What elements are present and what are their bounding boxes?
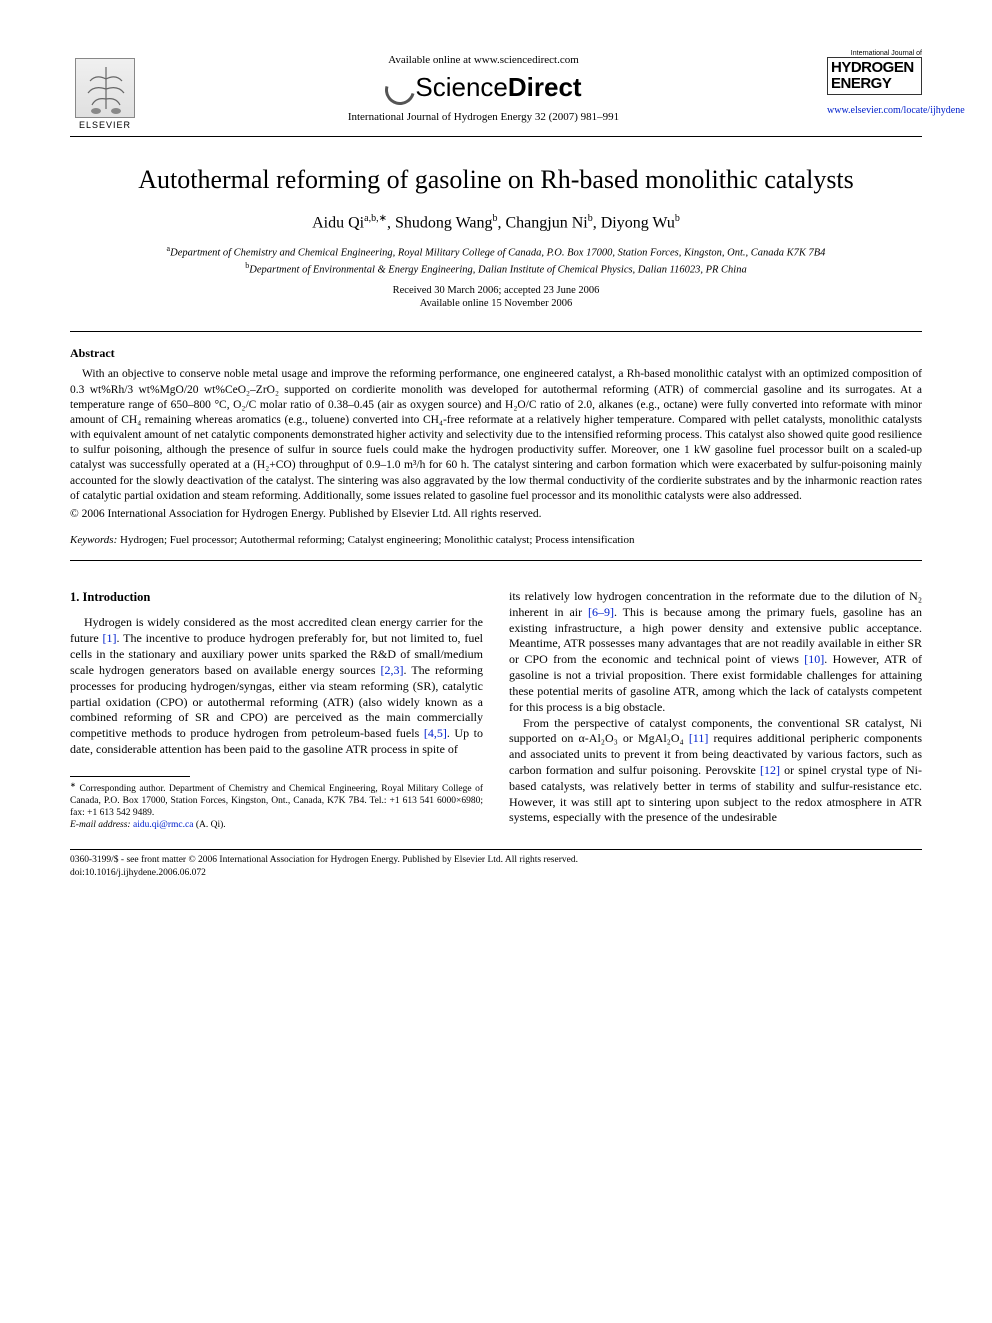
intro-para-1: Hydrogen is widely considered as the mos…	[70, 615, 483, 757]
author-1: Aidu Qi	[312, 214, 364, 231]
keywords-label: Keywords:	[70, 534, 117, 546]
sd-science: Science	[415, 72, 508, 102]
footer: 0360-3199/$ - see front matter © 2006 In…	[70, 854, 922, 879]
elsevier-label: ELSEVIER	[79, 120, 131, 130]
journal-url[interactable]: www.elsevier.com/locate/ijhydene	[827, 105, 922, 116]
email-label: E-mail address:	[70, 820, 131, 830]
elsevier-tree-icon	[75, 58, 135, 118]
abstract-body: With an objective to conserve noble meta…	[70, 367, 922, 504]
author-3-affil: b	[588, 213, 593, 224]
author-4: Diyong Wu	[601, 214, 675, 231]
column-left: 1. Introduction Hydrogen is widely consi…	[70, 589, 483, 832]
abstract-heading: Abstract	[70, 346, 922, 361]
author-2: Shudong Wang	[395, 214, 493, 231]
sciencedirect-logo: ScienceDirect	[140, 72, 827, 103]
citation-6-9[interactable]: [6–9]	[588, 605, 614, 619]
footer-doi: doi:10.1016/j.ijhydene.2006.06.072	[70, 867, 922, 879]
keywords-list: Hydrogen; Fuel processor; Autothermal re…	[117, 534, 634, 546]
affiliation-b: bDepartment of Environmental & Energy En…	[70, 261, 922, 276]
horizontal-rule	[70, 560, 922, 561]
author-2-affil: b	[492, 213, 497, 224]
section-1-heading: 1. Introduction	[70, 589, 483, 606]
sciencedirect-swoosh-icon	[385, 75, 413, 103]
article-title: Autothermal reforming of gasoline on Rh-…	[70, 165, 922, 195]
journal-logo: International Journal of HYDROGEN ENERGY…	[827, 50, 922, 116]
body-columns: 1. Introduction Hydrogen is widely consi…	[70, 589, 922, 832]
email-address[interactable]: aidu.qi@rmc.ca	[133, 820, 193, 830]
citation-11[interactable]: [11]	[689, 731, 709, 745]
citation-12[interactable]: [12]	[760, 763, 780, 777]
email-tail: (A. Qi).	[193, 820, 225, 830]
citation-2-3[interactable]: [2,3]	[381, 663, 404, 677]
sd-direct: Direct	[508, 72, 582, 102]
author-1-affil: a,b,∗	[364, 213, 387, 224]
column-right: its relatively low hydrogen concentratio…	[509, 589, 922, 832]
copyright-line: © 2006 International Association for Hyd…	[70, 508, 922, 520]
intro-para-2: From the perspective of catalyst compone…	[509, 716, 922, 827]
journal-logo-line2: ENERGY	[831, 75, 891, 92]
citation-1[interactable]: [1]	[103, 631, 117, 645]
center-header: Available online at www.sciencedirect.co…	[140, 50, 827, 123]
header: ELSEVIER Available online at www.science…	[70, 50, 922, 130]
citation-10[interactable]: [10]	[804, 652, 824, 666]
author-4-affil: b	[675, 213, 680, 224]
intro-para-1-cont: its relatively low hydrogen concentratio…	[509, 589, 922, 716]
affil-a-text: Department of Chemistry and Chemical Eng…	[170, 248, 825, 259]
authors: Aidu Qia,b,∗, Shudong Wangb, Changjun Ni…	[70, 213, 922, 232]
footnote-rule	[70, 776, 190, 777]
journal-logo-main: HYDROGEN ENERGY	[827, 57, 922, 95]
footer-rule	[70, 849, 922, 850]
keywords: Keywords: Hydrogen; Fuel processor; Auto…	[70, 534, 922, 546]
affiliation-a: aDepartment of Chemistry and Chemical En…	[70, 244, 922, 259]
available-online-text: Available online at www.sciencedirect.co…	[140, 54, 827, 66]
email-footnote: E-mail address: aidu.qi@rmc.ca (A. Qi).	[70, 820, 483, 832]
elsevier-logo: ELSEVIER	[70, 50, 140, 130]
horizontal-rule	[70, 331, 922, 332]
author-3: Changjun Ni	[505, 214, 587, 231]
journal-reference: International Journal of Hydrogen Energy…	[140, 111, 827, 123]
citation-4-5[interactable]: [4,5]	[424, 726, 447, 740]
journal-logo-top: International Journal of	[827, 50, 922, 57]
dates-online: Available online 15 November 2006	[70, 298, 922, 309]
footnote-corr-text: Corresponding author. Department of Chem…	[70, 784, 483, 818]
dates-received: Received 30 March 2006; accepted 23 June…	[70, 285, 922, 296]
affil-b-text: Department of Environmental & Energy Eng…	[249, 264, 746, 275]
journal-logo-line1: HYDROGEN	[831, 59, 914, 76]
horizontal-rule	[70, 136, 922, 137]
corresponding-author-footnote: ∗ Corresponding author. Department of Ch…	[70, 781, 483, 820]
footer-copyright: 0360-3199/$ - see front matter © 2006 In…	[70, 854, 922, 866]
